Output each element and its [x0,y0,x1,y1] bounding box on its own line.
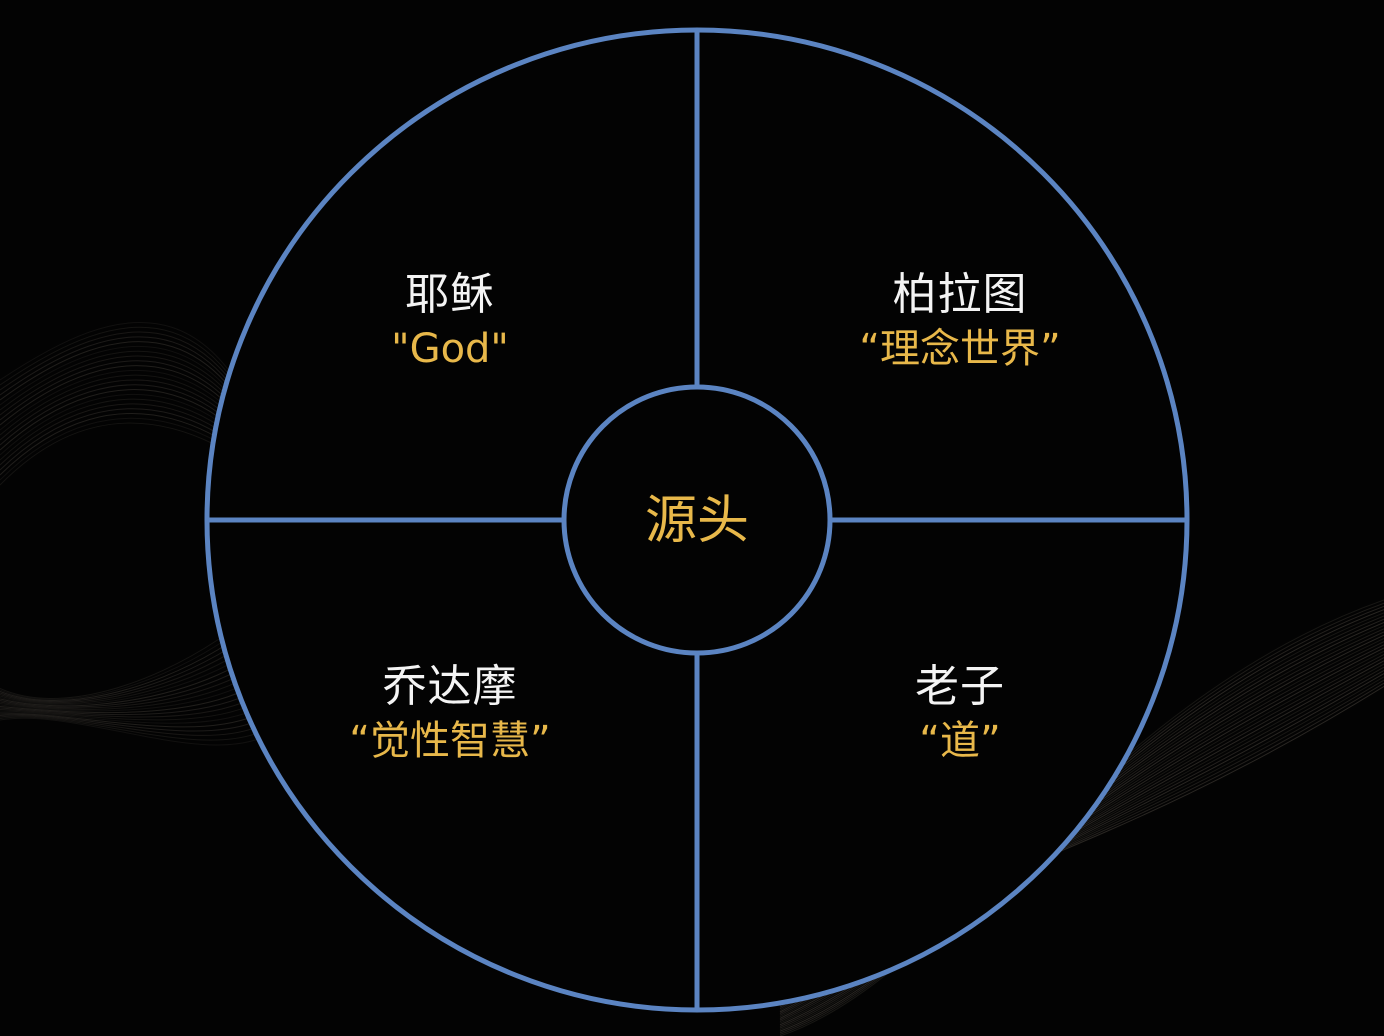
quadrant-name: 乔达摩 [382,661,518,712]
quadrant-bottom-left: 乔达摩 “觉性智慧” [250,660,650,768]
quadrant-concept: “觉性智慧” [349,718,551,764]
quadrant-name: 老子 [915,661,1005,712]
center-label: 源头 [644,491,749,551]
quadrant-concept: "God" [391,326,509,372]
quadrant-name: 耶稣 [405,269,495,320]
quadrant-concept: “道” [919,718,1001,764]
quadrant-bottom-right: 老子 “道” [810,660,1110,768]
quadrant-concept: “理念世界” [859,326,1061,372]
quadrant-top-left: 耶稣 "God" [300,268,600,376]
quadrant-top-right: 柏拉图 “理念世界” [760,268,1160,376]
quadrant-name: 柏拉图 [892,269,1028,320]
inner-ring [561,384,833,656]
